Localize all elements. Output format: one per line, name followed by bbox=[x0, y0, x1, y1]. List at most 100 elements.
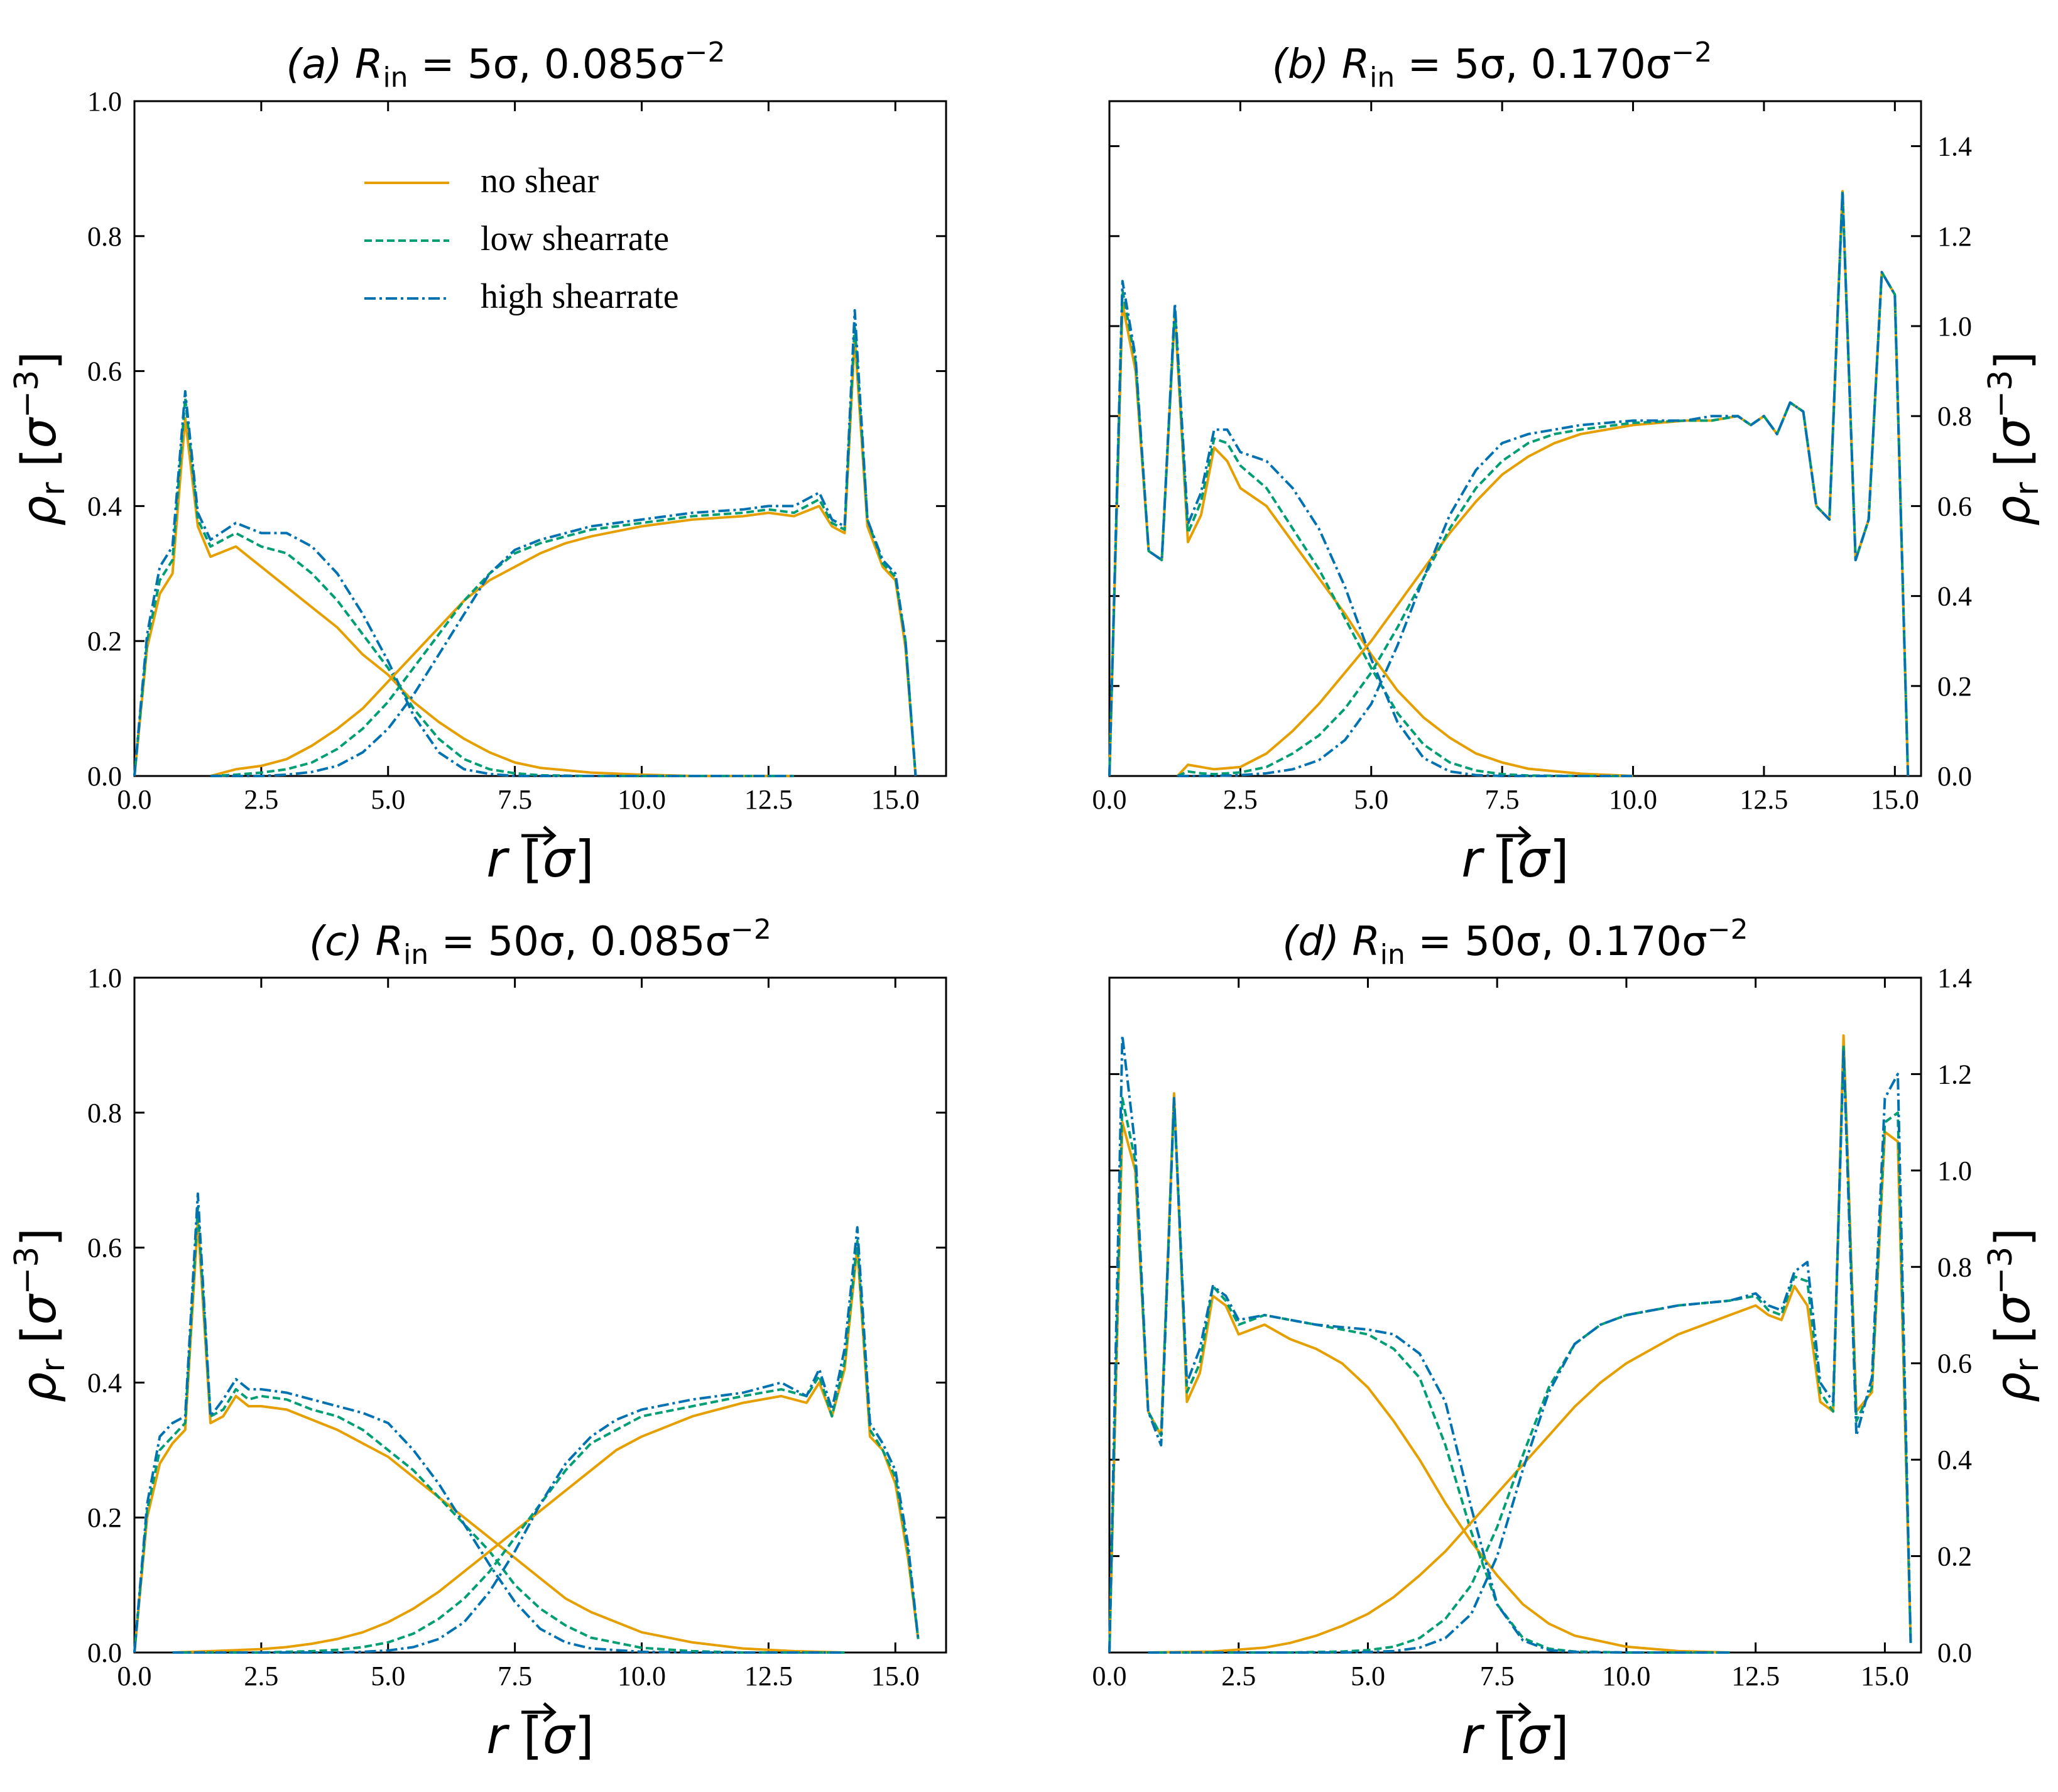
panel-c-ytick-label: 0.6 bbox=[87, 1233, 122, 1264]
panel-a-ylabel: ρr [σ−3] bbox=[8, 351, 72, 526]
panel-b-ytick-label: 1.4 bbox=[1937, 131, 1972, 162]
panel-a-right-high-shearrate-line bbox=[210, 309, 917, 777]
panel-c-ytick-label: 0.8 bbox=[87, 1098, 122, 1128]
panel-a-ytick-label: 0.2 bbox=[87, 626, 122, 657]
panel-d-xtick-label: 2.5 bbox=[1221, 1661, 1256, 1691]
panel-b-right-low-shearrate-line bbox=[1177, 190, 1910, 777]
panel-c-xlabel: r [σ] bbox=[486, 1707, 594, 1765]
panel-d-left-high-shearrate-line bbox=[1108, 1034, 1730, 1654]
panel-b-ytick-label: 1.0 bbox=[1937, 311, 1972, 342]
panel-a-right-no-shear-line bbox=[210, 336, 917, 777]
panel-b-vector-arrow-icon bbox=[1496, 826, 1532, 846]
panel-d-ytick-label: 0.4 bbox=[1937, 1445, 1972, 1475]
panel-c-xtick-label: 15.0 bbox=[871, 1661, 920, 1691]
panel-b-ytick-label: 0.6 bbox=[1937, 491, 1972, 522]
panel-b: (b) Rin = 5σ, 0.170σ−2 0.0 2.5 5.0 7.5 10.0 1… bbox=[1092, 36, 2047, 888]
panel-c-vector-arrow-icon bbox=[521, 1702, 557, 1722]
panel-b-ytick-label: 0.4 bbox=[1937, 581, 1972, 612]
panel-b-xtick-label: 5.0 bbox=[1354, 784, 1388, 815]
panel-c-xtick-label: 2.5 bbox=[244, 1661, 278, 1691]
panel-b-xtick-label: 15.0 bbox=[1871, 784, 1919, 815]
panel-a-left-low-shearrate-line bbox=[133, 396, 794, 777]
panel-d-ytick-label: 0.0 bbox=[1937, 1637, 1972, 1668]
panel-d-xlabel: r [σ] bbox=[1461, 1707, 1569, 1765]
panel-c-xtick-label: 0.0 bbox=[117, 1661, 152, 1691]
panel-c-ytick-label: 0.2 bbox=[87, 1502, 122, 1533]
panel-a-xtick-label: 15.0 bbox=[871, 784, 920, 815]
panel-a-left-high-shearrate-line bbox=[133, 390, 794, 777]
panel-a-ytick-label: 0.0 bbox=[87, 761, 122, 792]
panel-c-plot-area bbox=[133, 976, 947, 1654]
panel-c-left-low-shearrate-line bbox=[133, 1206, 845, 1654]
panel-d-ytick-label: 1.0 bbox=[1937, 1156, 1972, 1186]
panel-d-ytick-label: 0.8 bbox=[1937, 1252, 1972, 1282]
panel-d-xtick-label: 10.0 bbox=[1602, 1661, 1650, 1691]
panel-b-ylabel: ρr [σ−3] bbox=[1982, 351, 2046, 526]
panel-d-vector-arrow-icon bbox=[1496, 1702, 1532, 1722]
panel-b-ytick-label: 1.2 bbox=[1937, 221, 1972, 252]
panel-a-xtick-label: 7.5 bbox=[498, 784, 532, 815]
panel-c-right-high-shearrate-line bbox=[172, 1226, 920, 1654]
panel-b-ytick-label: 0.8 bbox=[1937, 401, 1972, 432]
panel-d-left-low-shearrate-line bbox=[1108, 1096, 1730, 1654]
panel-a-xtick-label: 2.5 bbox=[244, 784, 278, 815]
panel-d-ytick-label: 1.2 bbox=[1937, 1059, 1972, 1090]
panel-b-left-high-shearrate-line bbox=[1108, 280, 1633, 777]
panel-d-ytick-label: 1.4 bbox=[1937, 963, 1972, 993]
panel-a-vector-arrow-icon bbox=[521, 826, 557, 846]
panel-a-ytick-label: 0.8 bbox=[87, 221, 122, 252]
panel-a-ytick-label: 0.4 bbox=[87, 491, 122, 522]
panel-b-xtick-label: 7.5 bbox=[1485, 784, 1520, 815]
panel-c-right-no-shear-line bbox=[172, 1246, 920, 1654]
panel-d-xtick-label: 0.0 bbox=[1092, 1661, 1127, 1691]
panel-c-ytick-label: 0.4 bbox=[87, 1367, 122, 1398]
panel-c-right-low-shearrate-line bbox=[172, 1239, 920, 1654]
panel-a-plot-area bbox=[133, 100, 947, 777]
panel-a-left-no-shear-line bbox=[133, 417, 794, 777]
panel-d-left-no-shear-line bbox=[1108, 1092, 1730, 1654]
panel-d-xtick-label: 7.5 bbox=[1480, 1661, 1515, 1691]
panel-d-right-low-shearrate-line bbox=[1148, 1044, 1912, 1654]
panel-b-xtick-label: 0.0 bbox=[1092, 784, 1127, 815]
panel-a-ytick-label: 1.0 bbox=[87, 86, 122, 117]
panel-c-xtick-label: 7.5 bbox=[498, 1661, 532, 1691]
panel-c-ytick-label: 0.0 bbox=[87, 1637, 122, 1668]
panel-a-xlabel: r [σ] bbox=[486, 830, 594, 888]
panel-d-xtick-label: 5.0 bbox=[1351, 1661, 1385, 1691]
panel-d: (d) Rin = 50σ, 0.170σ−2 0.0 2.5 5.0 7.5 10.0… bbox=[1092, 914, 2047, 1765]
panel-a-legend: no shear low shearrate high shearrate bbox=[364, 161, 679, 316]
legend-no-shear-label: no shear bbox=[481, 161, 599, 200]
panel-d-title: (d) Rin = 50σ, 0.170σ−2 bbox=[1282, 914, 1748, 971]
panel-a-right-low-shearrate-line bbox=[210, 322, 917, 777]
panel-d-ytick-label: 0.6 bbox=[1937, 1348, 1972, 1379]
panel-d-ylabel: ρr [σ−3] bbox=[1982, 1228, 2046, 1402]
panel-a: (a) Rin = 5σ, 0.085σ−2 0.0 2.5 5.0 7.5 10.0 1… bbox=[8, 36, 947, 888]
panel-d-xtick-label: 15.0 bbox=[1861, 1661, 1909, 1691]
panel-b-xtick-label: 12.5 bbox=[1740, 784, 1788, 815]
panel-c-xtick-label: 12.5 bbox=[744, 1661, 793, 1691]
panel-a-xtick-label: 12.5 bbox=[744, 784, 793, 815]
panel-c-ylabel: ρr [σ−3] bbox=[8, 1228, 72, 1402]
panel-c-xtick-label: 5.0 bbox=[371, 1661, 405, 1691]
panel-c: (c) Rin = 50σ, 0.085σ−2 0.0 2.5 5.0 7.5 10.0… bbox=[8, 914, 947, 1765]
panel-b-ytick-label: 0.0 bbox=[1937, 761, 1972, 792]
panel-a-xtick-label: 5.0 bbox=[371, 784, 405, 815]
panel-d-right-high-shearrate-line bbox=[1148, 1049, 1912, 1654]
panel-c-title: (c) Rin = 50σ, 0.085σ−2 bbox=[309, 914, 771, 971]
panel-d-plot-area bbox=[1108, 976, 1922, 1654]
panel-c-left-high-shearrate-line bbox=[133, 1192, 845, 1654]
panel-d-right-no-shear-line bbox=[1148, 1034, 1912, 1654]
panel-a-xtick-label: 0.0 bbox=[117, 784, 152, 815]
legend-low-shear-label: low shearrate bbox=[481, 219, 669, 258]
panel-b-ytick-label: 0.2 bbox=[1937, 671, 1972, 702]
legend-high-shear-label: high shearrate bbox=[481, 277, 679, 316]
panel-c-ytick-label: 1.0 bbox=[87, 963, 122, 993]
panel-a-ytick-label: 0.6 bbox=[87, 356, 122, 387]
panel-a-title: (a) Rin = 5σ, 0.085σ−2 bbox=[286, 36, 725, 94]
panel-b-title: (b) Rin = 5σ, 0.170σ−2 bbox=[1272, 36, 1712, 94]
panel-a-xtick-label: 10.0 bbox=[618, 784, 666, 815]
panel-b-xtick-label: 10.0 bbox=[1609, 784, 1657, 815]
panel-b-xlabel: r [σ] bbox=[1461, 830, 1569, 888]
panel-c-xtick-label: 10.0 bbox=[618, 1661, 666, 1691]
